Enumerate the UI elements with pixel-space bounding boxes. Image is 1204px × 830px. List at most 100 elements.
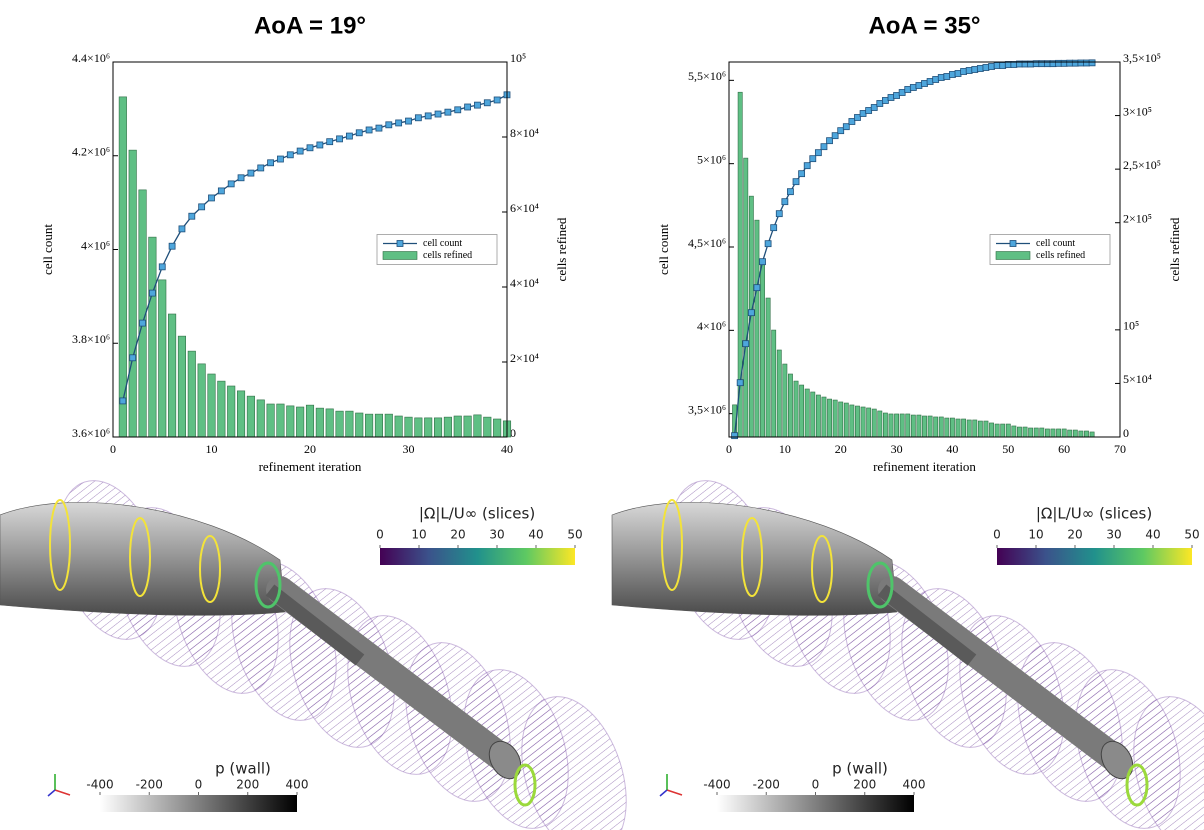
x-tick-label: 30 [403,442,415,456]
bar [905,413,911,438]
bar [944,417,950,438]
bar [148,236,157,438]
vortex-slice [521,696,627,830]
bar [266,403,275,438]
marker [993,62,1001,69]
bar [994,423,1000,438]
marker [747,309,755,317]
marker [1077,59,1085,67]
bar [1039,427,1045,438]
bar [855,405,860,438]
rendering [0,480,627,830]
bar [827,398,832,438]
bar [933,416,939,438]
y2-axis-label: cells refined [1167,217,1182,281]
marker [798,170,806,178]
y-tick-label: 3.6×10⁶ [72,426,110,440]
marker [943,73,951,80]
y2-tick-label: 3×10⁵ [1123,104,1152,118]
bar [424,417,433,438]
bar [315,407,324,438]
colorbar-tick-label: -200 [136,778,163,792]
marker [759,258,766,266]
x-tick-label: 0 [110,442,116,456]
colorbar-tick-label: 400 [903,778,926,792]
marker [168,242,176,250]
vortex-ring [49,499,71,591]
bar [838,401,844,438]
bar [345,410,354,438]
marker [444,108,452,116]
vortex-ring [811,535,833,603]
marker [792,178,800,186]
marker [208,194,215,202]
y-tick-label: 4.2×10⁶ [72,145,110,159]
marker [1071,59,1079,67]
marker [999,62,1007,69]
bar [804,388,810,438]
y2-tick-label: 0 [510,426,516,440]
y2-tick-label: 6×10⁴ [510,201,539,215]
bar [1000,423,1006,438]
y2-tick-label: 0 [1123,426,1129,440]
bar [950,417,955,438]
legend-swatch-marker [396,240,404,247]
marker [921,80,928,87]
bar [882,412,888,438]
bar [168,313,177,438]
y2-tick-label: 8×10⁴ [510,126,539,140]
bar [977,420,983,438]
bar [754,219,760,438]
bar [1050,428,1056,438]
marker [909,84,917,91]
bar [1044,428,1050,438]
colorbar-tick-label: 20 [450,528,465,542]
marker [345,132,353,140]
legend-label: cells refined [423,250,472,261]
marker [882,97,889,104]
marker [848,118,856,125]
bar [1011,425,1017,438]
bar [1033,427,1039,438]
marker [483,99,491,107]
y2-tick-label: 3,5×10⁵ [1123,51,1161,65]
marker [803,162,811,170]
marker [753,284,761,292]
marker [424,112,432,120]
colorbar-tick-label: 0 [812,778,820,792]
colorbar-tick-label: 10 [411,528,426,542]
marker [932,76,940,83]
marker [375,124,383,132]
x-axis-label: refinement iteration [259,459,362,474]
colorbar-tick-label: 0 [993,528,1001,542]
colorbar-tick-label: 50 [1184,528,1199,542]
bar [860,406,866,438]
marker [915,82,923,89]
marker [976,65,984,72]
colorbar-tick-label: 200 [236,778,259,792]
bar [989,422,994,438]
bar [922,415,927,438]
bar [877,410,883,438]
marker [405,117,412,125]
rendering [611,480,1204,830]
legend-swatch-marker [1009,240,1017,247]
bar [1061,428,1067,438]
bar [832,399,838,438]
marker [1055,59,1062,67]
bar [760,259,765,438]
marker [306,144,314,152]
marker [119,397,127,405]
bar [227,385,236,438]
y-tick-label: 4.4×10⁶ [72,51,110,65]
marker [949,71,956,78]
bar [197,363,206,438]
marker [493,96,501,104]
x-tick-label: 70 [1114,442,1126,456]
bar [849,404,855,438]
marker [178,225,186,233]
marker [837,127,845,135]
marker [971,66,979,73]
colorbar-title: p (wall) [832,760,888,778]
marker [731,432,738,440]
